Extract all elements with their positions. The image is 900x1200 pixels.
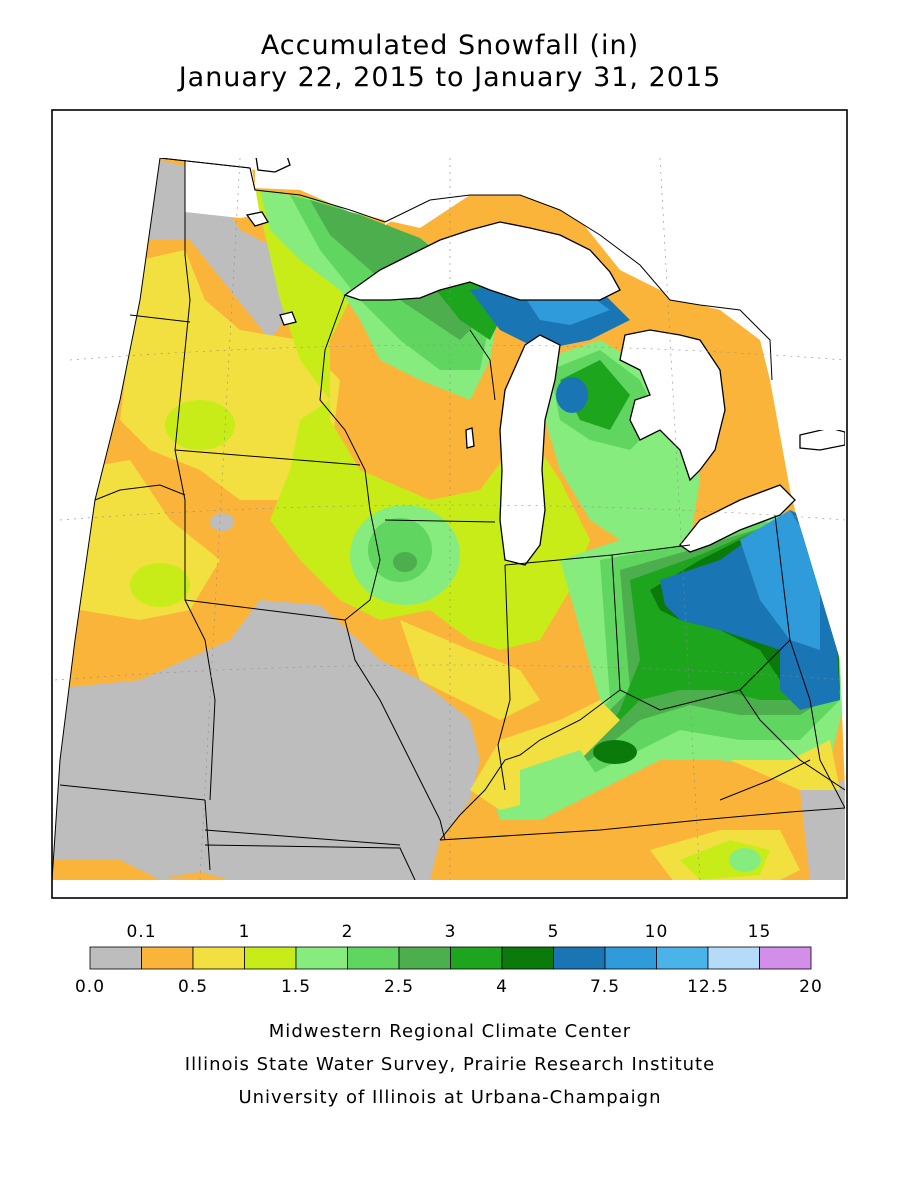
great-lakes	[245, 158, 845, 566]
credit-line-3: University of Illinois at Urbana-Champai…	[238, 1087, 662, 1108]
legend-swatch	[707, 946, 760, 970]
legend-bottom-label: 0.5	[177, 977, 209, 997]
legend-bottom-label: 1.5	[280, 977, 312, 997]
legend-top-label: 10	[644, 922, 669, 942]
credit-line-1: Midwestern Regional Climate Center	[268, 1021, 632, 1042]
legend-bottom-label: 0.0	[74, 977, 106, 997]
legend-swatch	[295, 946, 348, 970]
legend-top-label: 2	[341, 922, 354, 942]
legend-top-label: 1	[238, 922, 251, 942]
legend-swatch	[604, 946, 657, 970]
legend-top-label: 15	[747, 922, 772, 942]
legend-swatch	[89, 946, 142, 970]
legend-swatch	[501, 946, 554, 970]
map-frame	[51, 109, 848, 899]
color-legend	[89, 946, 812, 970]
legend-swatch	[192, 946, 245, 970]
legend-bottom-label: 12.5	[687, 977, 729, 997]
legend-swatch	[656, 946, 709, 970]
legend-swatch	[141, 946, 194, 970]
state-borders	[59, 158, 845, 880]
legend-bottom-label: 2.5	[383, 977, 415, 997]
legend-swatch	[244, 946, 297, 970]
legend-swatch	[347, 946, 400, 970]
legend-bottom-label: 7.5	[589, 977, 621, 997]
map-date-range: January 22, 2015 to January 31, 2015	[178, 62, 722, 93]
credit-line-2: Illinois State Water Survey, Prairie Res…	[184, 1054, 716, 1075]
legend-swatch	[759, 946, 812, 970]
graticule	[54, 158, 845, 880]
legend-bottom-label: 4	[496, 977, 508, 997]
legend-swatch	[553, 946, 606, 970]
legend-bottom-label: 20	[799, 977, 823, 997]
legend-swatch	[450, 946, 503, 970]
map-title: Accumulated Snowfall (in)	[260, 30, 640, 61]
legend-top-label: 3	[444, 922, 457, 942]
legend-swatch	[398, 946, 451, 970]
legend-top-label: 5	[547, 922, 560, 942]
legend-top-label: 0.1	[126, 922, 157, 942]
